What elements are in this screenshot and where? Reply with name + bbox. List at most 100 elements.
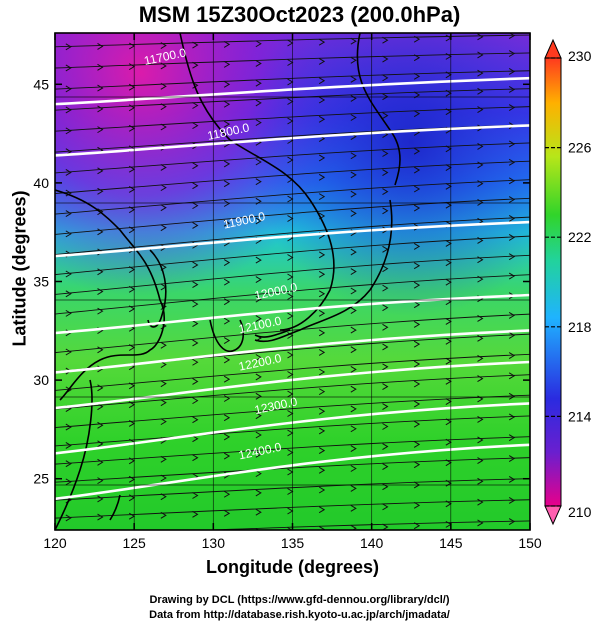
wind-arrow — [350, 346, 357, 354]
streamline — [55, 457, 530, 483]
streamline — [55, 88, 530, 111]
wind-arrow — [223, 80, 231, 88]
wind-arrow — [382, 207, 389, 215]
wind-arrow — [413, 420, 421, 428]
wind-arrow — [382, 383, 389, 391]
wind-arrow — [223, 259, 231, 266]
wind-arrow — [160, 361, 167, 368]
wind-arrow — [223, 317, 231, 325]
colorbar-tick-label: 210 — [568, 504, 592, 520]
wind-arrow — [223, 375, 231, 383]
wind-arrow — [192, 454, 199, 462]
wind-arrow — [97, 346, 104, 354]
streamline — [55, 235, 530, 276]
wind-arrow — [350, 445, 357, 453]
wind-arrow — [477, 51, 484, 59]
wind-arrow — [192, 61, 199, 69]
wind-arrow — [318, 466, 326, 474]
height-contour — [55, 402, 530, 455]
wind-arrow — [413, 320, 421, 328]
wind-arrow — [350, 209, 357, 217]
wind-arrow — [65, 230, 72, 238]
wind-arrow — [413, 281, 421, 289]
wind-arrow — [192, 222, 199, 229]
wind-arrow — [508, 392, 516, 400]
grid — [55, 33, 530, 530]
wind-arrow — [477, 69, 484, 77]
y-tick-label: 45 — [33, 76, 49, 92]
wind-arrow — [192, 529, 194, 530]
wind-arrow — [223, 414, 231, 422]
x-axis-label: Longitude (degrees) — [205, 557, 379, 577]
colorbar-tick-label: 218 — [568, 319, 592, 335]
wind-arrow — [255, 489, 262, 497]
wind-arrow — [192, 510, 199, 518]
wind-arrow — [192, 300, 199, 308]
colorbar-tick-label: 230 — [568, 48, 592, 64]
x-axis: 120 125 130 135 140 145 150 — [43, 33, 542, 551]
wind-arrow — [318, 193, 326, 201]
wind-arrow — [350, 425, 357, 433]
wind-streamlines — [55, 33, 530, 530]
wind-arrow — [223, 509, 231, 517]
wind-arrow — [160, 103, 167, 111]
wind-arrow — [97, 477, 104, 485]
wind-arrow — [382, 403, 389, 410]
colorbar-top-arrow — [544, 38, 562, 59]
streamline — [55, 197, 530, 235]
wind-arrow — [65, 442, 72, 449]
wind-arrow — [508, 497, 516, 504]
wind-arrow — [508, 140, 516, 148]
wind-arrow — [65, 189, 72, 197]
wind-arrow — [350, 465, 357, 472]
wind-arrow — [413, 501, 421, 509]
wind-arrow — [65, 348, 72, 356]
wind-arrow — [192, 378, 199, 385]
wind-arrow — [65, 309, 72, 317]
wind-arrow — [318, 486, 326, 494]
wind-arrow — [413, 147, 421, 155]
wind-arrow — [477, 315, 484, 322]
wind-arrow — [97, 42, 104, 50]
wind-arrow — [192, 162, 199, 170]
wind-arrow — [192, 358, 199, 366]
wind-arrow — [160, 42, 167, 49]
wind-arrow — [508, 372, 516, 380]
wind-arrow — [65, 270, 72, 278]
wind-arrow — [223, 60, 231, 68]
wind-arrow — [382, 304, 389, 312]
wind-arrow — [350, 75, 357, 83]
coastlines — [55, 33, 401, 530]
height-contour — [55, 360, 530, 410]
streamline — [55, 394, 530, 429]
wind-arrow — [318, 251, 326, 259]
streamline — [55, 254, 530, 295]
wind-arrow — [160, 62, 167, 70]
wind-arrow — [477, 375, 484, 383]
streamline — [55, 142, 530, 174]
wind-arrow — [255, 119, 262, 127]
wind-arrow — [382, 169, 389, 176]
wind-arrow — [350, 56, 357, 64]
wind-arrow — [477, 415, 484, 423]
height-contour — [55, 220, 530, 258]
wind-arrow — [160, 123, 167, 131]
wind-arrow — [318, 77, 326, 85]
colorbar-tick-label: 214 — [568, 408, 592, 424]
wind-arrow — [508, 311, 516, 319]
wind-arrow — [508, 352, 516, 359]
wind-arrow — [97, 307, 104, 315]
wind-arrow — [192, 492, 199, 499]
wind-arrow — [97, 126, 104, 134]
wind-arrow — [97, 403, 104, 411]
wind-arrow — [508, 272, 516, 280]
height-contour — [55, 443, 530, 501]
wind-arrow — [508, 233, 516, 241]
wind-arrow — [192, 41, 199, 49]
wind-arrow — [223, 180, 231, 188]
wind-arrow — [350, 307, 357, 314]
wind-arrow — [413, 166, 421, 174]
streamline — [55, 179, 530, 215]
wind-arrow — [160, 474, 167, 482]
x-tick-label: 120 — [43, 535, 67, 551]
